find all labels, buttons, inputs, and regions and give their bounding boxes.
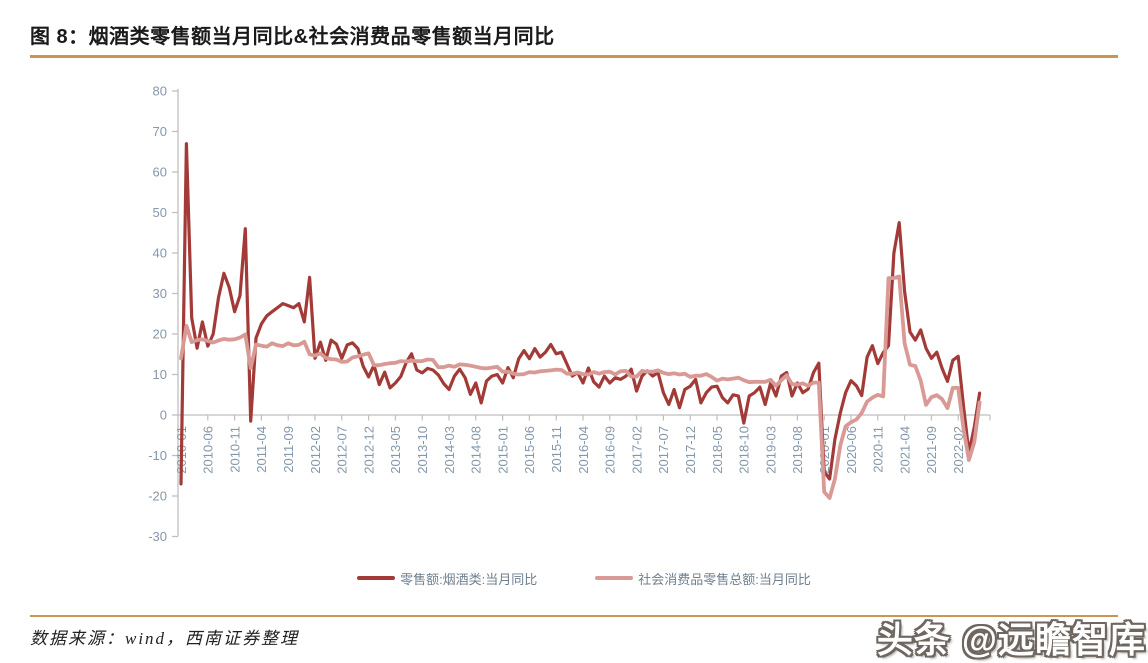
svg-text:2020-11: 2020-11 [871, 426, 886, 473]
svg-text:2013-10: 2013-10 [415, 426, 430, 474]
legend-item-social-retail: 社会消费品零售总额:当月同比 [595, 569, 811, 588]
svg-text:2014-08: 2014-08 [469, 426, 484, 474]
svg-text:2021-09: 2021-09 [924, 426, 939, 474]
footer-divider-rule [30, 615, 1118, 617]
svg-text:2018-05: 2018-05 [710, 426, 725, 474]
legend-item-tobacco-alcohol: 零售额:烟酒类:当月同比 [357, 569, 537, 588]
svg-text:2022-02: 2022-02 [951, 426, 966, 474]
svg-text:2017-07: 2017-07 [656, 426, 671, 474]
svg-text:2015-11: 2015-11 [549, 426, 564, 473]
svg-text:-10: -10 [148, 448, 167, 463]
svg-text:2013-05: 2013-05 [388, 426, 403, 474]
svg-text:-20: -20 [148, 489, 167, 504]
svg-text:2012-07: 2012-07 [335, 426, 350, 474]
data-source-note: 数据来源：wind，西南证券整理 [30, 629, 300, 648]
svg-text:2015-01: 2015-01 [495, 426, 510, 474]
svg-text:2011-04: 2011-04 [254, 426, 269, 473]
tobacco-alcohol-series-label: 零售额:烟酒类:当月同比 [400, 571, 538, 587]
svg-text:2019-03: 2019-03 [763, 426, 778, 474]
svg-text:2016-04: 2016-04 [576, 426, 591, 474]
svg-text:2017-12: 2017-12 [683, 426, 698, 474]
svg-text:2021-04: 2021-04 [897, 426, 912, 474]
title-divider-rule [30, 55, 1118, 58]
svg-text:2010-06: 2010-06 [201, 426, 216, 474]
svg-text:2020-06: 2020-06 [844, 426, 859, 474]
svg-text:2012-12: 2012-12 [361, 426, 376, 474]
social-retail-line-swatch [595, 576, 634, 580]
svg-text:20: 20 [153, 327, 167, 342]
tobacco-alcohol-line-swatch [357, 576, 396, 580]
svg-text:2018-10: 2018-10 [737, 426, 752, 474]
svg-text:2015-06: 2015-06 [522, 426, 537, 474]
figure-title: 图 8：烟酒类零售额当月同比&社会消费品零售额当月同比 [30, 26, 555, 48]
svg-text:-30: -30 [148, 529, 167, 544]
svg-text:60: 60 [153, 165, 167, 180]
svg-text:2019-08: 2019-08 [790, 426, 805, 474]
svg-text:40: 40 [153, 246, 167, 261]
svg-text:10: 10 [153, 367, 167, 382]
svg-text:2017-02: 2017-02 [629, 426, 644, 474]
svg-text:50: 50 [153, 205, 167, 220]
svg-text:2016-09: 2016-09 [603, 426, 618, 474]
svg-text:2012-02: 2012-02 [308, 426, 323, 474]
svg-text:2011-09: 2011-09 [281, 426, 296, 473]
svg-text:70: 70 [153, 124, 167, 139]
svg-text:30: 30 [153, 286, 167, 301]
svg-text:80: 80 [153, 84, 167, 99]
svg-text:2010-11: 2010-11 [227, 426, 242, 473]
toutiao-watermark: 头条 @远瞻智库 [876, 619, 1146, 660]
chart-legend: 零售额:烟酒类:当月同比 社会消费品零售总额:当月同比 [178, 569, 990, 587]
social-retail-series-label: 社会消费品零售总额:当月同比 [638, 571, 811, 587]
svg-text:0: 0 [160, 408, 167, 423]
svg-text:2014-03: 2014-03 [442, 426, 457, 474]
